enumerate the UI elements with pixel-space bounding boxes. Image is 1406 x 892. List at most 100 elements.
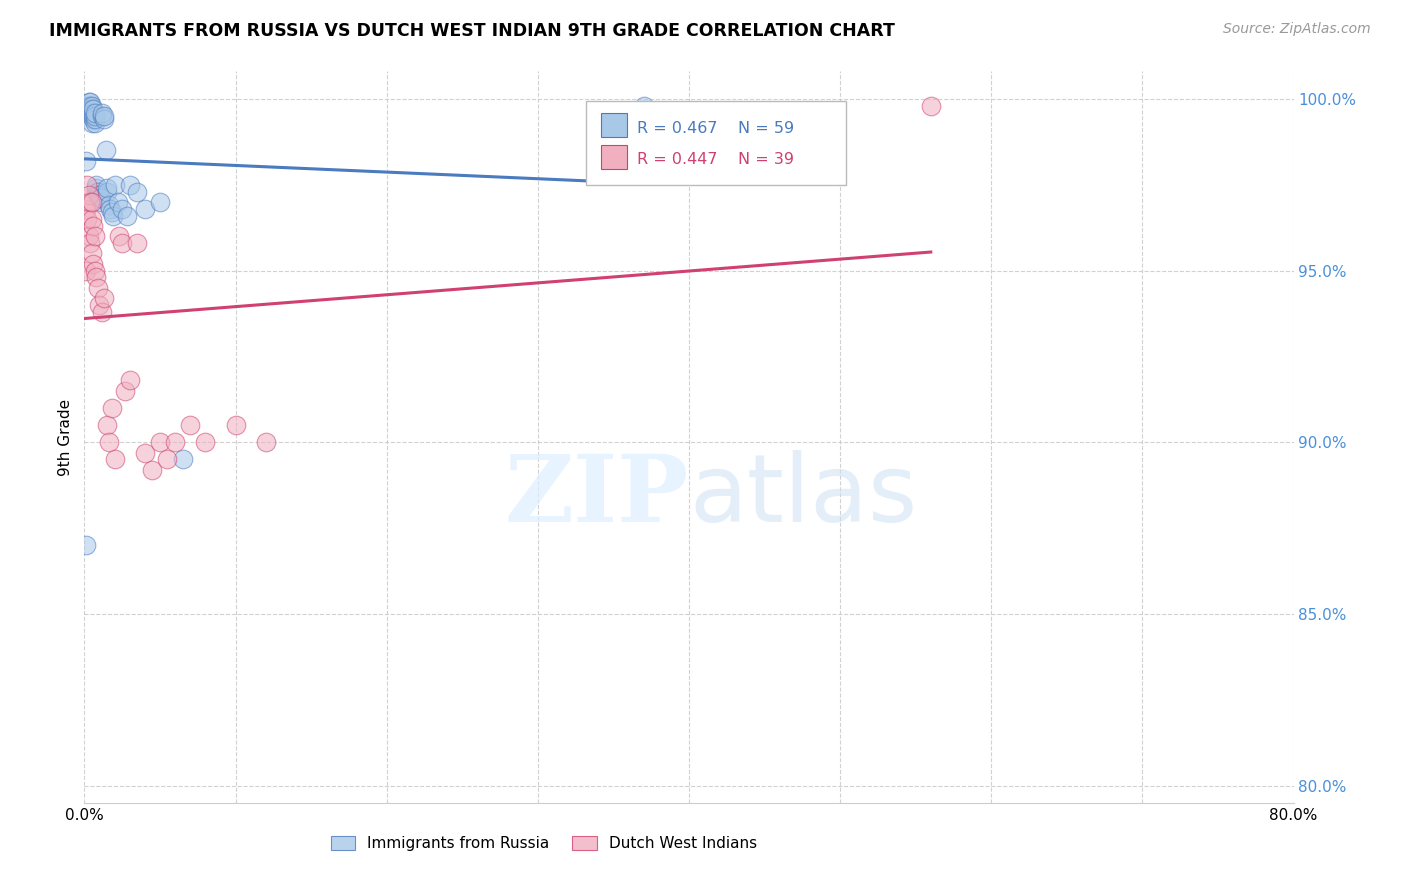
Point [77, 229, 100, 244]
Point [80, 194, 103, 209]
Point [127, 185, 149, 199]
Point [79, 98, 101, 112]
Point [115, 209, 138, 223]
Point [86, 181, 108, 195]
FancyBboxPatch shape [600, 113, 627, 137]
Point [84, 109, 107, 123]
Point [77, 95, 100, 110]
Point [80, 102, 103, 116]
Point [84, 229, 107, 244]
Point [75, 263, 97, 277]
Point [82, 112, 104, 127]
Point [86, 270, 108, 285]
Point [80, 212, 103, 227]
Point [80, 116, 103, 130]
Point [79, 235, 101, 250]
Point [93, 291, 115, 305]
Point [79, 194, 101, 209]
Point [77, 102, 100, 116]
Point [134, 202, 156, 216]
Text: R = 0.467    N = 59: R = 0.467 N = 59 [637, 121, 794, 136]
Point [225, 418, 247, 433]
Point [76, 98, 98, 112]
Point [93, 112, 115, 127]
Point [82, 257, 104, 271]
Point [79, 98, 101, 112]
Point [77, 188, 100, 202]
Text: IMMIGRANTS FROM RUSSIA VS DUTCH WEST INDIAN 9TH GRADE CORRELATION CHART: IMMIGRANTS FROM RUSSIA VS DUTCH WEST IND… [49, 22, 896, 40]
Legend: Immigrants from Russia, Dutch West Indians: Immigrants from Russia, Dutch West India… [325, 830, 763, 857]
Point [100, 401, 122, 415]
Point [149, 435, 172, 450]
Point [96, 418, 118, 433]
Point [82, 105, 104, 120]
Point [101, 209, 124, 223]
Point [80, 109, 103, 123]
Point [87, 281, 110, 295]
Point [79, 95, 101, 110]
Point [91, 304, 114, 318]
Point [80, 246, 103, 260]
Point [75, 202, 97, 216]
Point [82, 109, 104, 123]
Point [75, 538, 97, 552]
Point [97, 435, 120, 450]
Point [77, 98, 100, 112]
Point [194, 435, 217, 450]
Point [79, 102, 101, 116]
Point [90, 194, 112, 209]
Text: ZIP: ZIP [505, 450, 689, 541]
Point [118, 178, 141, 192]
Point [134, 445, 156, 459]
Y-axis label: 9th Grade: 9th Grade [58, 399, 73, 475]
FancyBboxPatch shape [586, 101, 846, 185]
Point [104, 178, 127, 192]
Point [79, 102, 101, 116]
Point [76, 102, 98, 116]
Point [89, 298, 111, 312]
Point [127, 235, 149, 250]
Point [111, 202, 134, 216]
Point [108, 229, 131, 244]
Point [97, 198, 120, 212]
Point [84, 263, 107, 277]
Point [87, 188, 110, 202]
Point [87, 185, 110, 199]
Point [165, 435, 187, 450]
Point [77, 98, 100, 112]
Point [76, 102, 98, 116]
Point [91, 109, 114, 123]
Point [254, 435, 277, 450]
Point [75, 153, 97, 168]
Point [84, 105, 107, 120]
Point [98, 202, 121, 216]
Point [94, 144, 117, 158]
Point [76, 212, 98, 227]
Point [100, 205, 122, 219]
Point [172, 452, 194, 467]
Point [82, 102, 104, 116]
Text: Source: ZipAtlas.com: Source: ZipAtlas.com [1223, 22, 1371, 37]
Point [141, 463, 163, 477]
Point [118, 373, 141, 387]
Point [633, 98, 655, 112]
Point [149, 194, 172, 209]
Point [86, 178, 108, 192]
Point [80, 98, 103, 112]
Point [111, 235, 134, 250]
Point [104, 452, 127, 467]
Point [80, 102, 103, 116]
Point [82, 219, 104, 233]
Point [86, 185, 108, 199]
Point [84, 116, 107, 130]
Point [96, 185, 118, 199]
Point [89, 188, 111, 202]
Text: atlas: atlas [689, 450, 917, 541]
Point [84, 112, 107, 127]
FancyBboxPatch shape [600, 145, 627, 169]
Point [89, 191, 111, 205]
Point [93, 109, 115, 123]
Point [77, 102, 100, 116]
Point [91, 105, 114, 120]
Point [179, 418, 201, 433]
